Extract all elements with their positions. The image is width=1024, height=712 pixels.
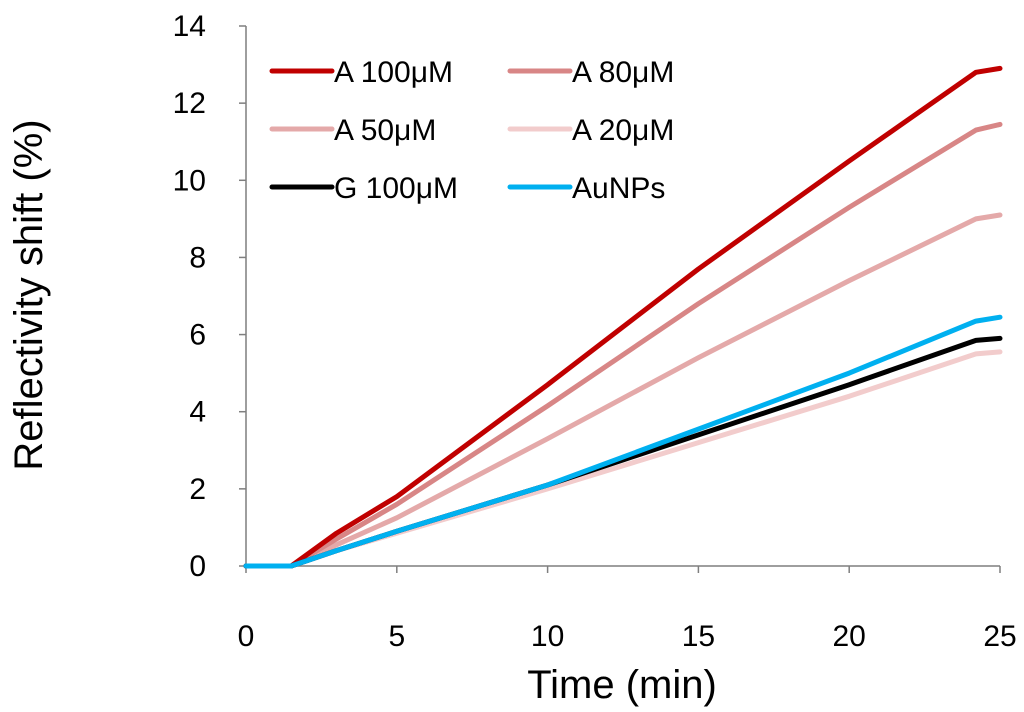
axes: 0 2 4 6 8 10 12 14 0 5 10 15 20 25 bbox=[173, 10, 1017, 653]
series-lines bbox=[243, 65, 1003, 569]
x-tick-label: 0 bbox=[238, 620, 255, 653]
y-tick-label: 0 bbox=[189, 550, 206, 583]
x-tick-label: 5 bbox=[388, 620, 405, 653]
y-tick-label: 2 bbox=[189, 473, 206, 506]
legend-label: AuNPs bbox=[572, 172, 665, 205]
x-tick-label: 15 bbox=[682, 620, 715, 653]
legend-label: A 100μM bbox=[334, 56, 453, 89]
series-line-aunps bbox=[243, 314, 1003, 569]
legend-label: A 20μM bbox=[572, 114, 674, 147]
x-tick-label: 25 bbox=[983, 620, 1016, 653]
y-axis-title: Reflectivity shift (%) bbox=[7, 119, 51, 470]
y-tick-label: 4 bbox=[189, 396, 206, 429]
legend-label: A 50μM bbox=[334, 114, 436, 147]
y-tick-label: 10 bbox=[173, 164, 206, 197]
y-tick-label: 8 bbox=[189, 241, 206, 274]
legend-label: G 100μM bbox=[334, 172, 458, 205]
series-line-a-100-m bbox=[243, 65, 1003, 569]
x-axis-title: Time (min) bbox=[527, 663, 717, 707]
x-tick-label: 20 bbox=[833, 620, 866, 653]
legend: A 100μM A 80μM A 50μM A 20μM G 100μM AuNPs bbox=[269, 56, 674, 205]
y-tick-label: 6 bbox=[189, 319, 206, 352]
y-tick-label: 12 bbox=[173, 87, 206, 120]
x-tick-label: 10 bbox=[531, 620, 564, 653]
y-tick-label: 14 bbox=[173, 10, 206, 43]
series-line-a-50-m bbox=[243, 212, 1003, 569]
legend-label: A 80μM bbox=[572, 56, 674, 89]
series-line-g-100-m bbox=[243, 335, 1003, 569]
